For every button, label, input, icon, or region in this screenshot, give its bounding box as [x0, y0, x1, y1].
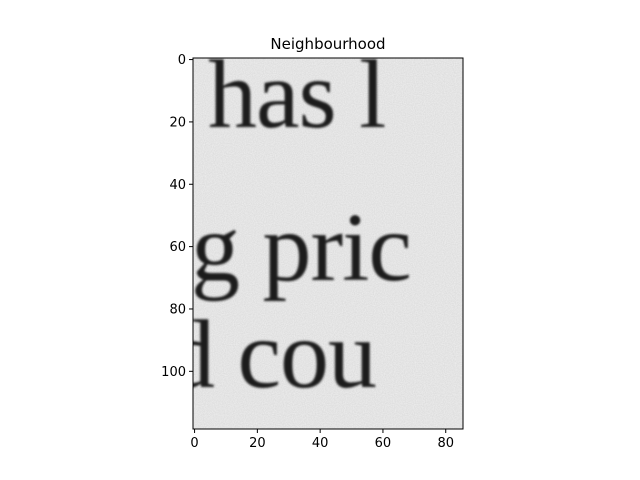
- axes-frame: [192, 57, 464, 430]
- y-tick-label: 60: [169, 240, 186, 255]
- x-axis: 0 20 40 60 80: [190, 429, 454, 451]
- text-neighbourhood-image: has l g pric d cou: [166, 41, 463, 429]
- y-tick-label: 100: [161, 365, 186, 380]
- y-axis: 0 20 40 60 80 100: [161, 53, 193, 380]
- x-tick-label: 60: [375, 436, 392, 451]
- x-tick-label: 40: [312, 436, 329, 451]
- y-tick-label: 0: [178, 53, 186, 68]
- y-tick-label: 80: [169, 302, 186, 317]
- x-tick-label: 20: [249, 436, 266, 451]
- scan-line-1: has l: [208, 41, 385, 149]
- x-tick-label: 0: [190, 436, 198, 451]
- y-tick-label: 40: [169, 178, 186, 193]
- plot-title: Neighbourhood: [270, 35, 385, 53]
- scan-line-3: d cou: [166, 301, 376, 409]
- y-tick-label: 20: [169, 115, 186, 130]
- x-tick-label: 80: [437, 436, 454, 451]
- scan-line-2: g pric: [191, 194, 411, 302]
